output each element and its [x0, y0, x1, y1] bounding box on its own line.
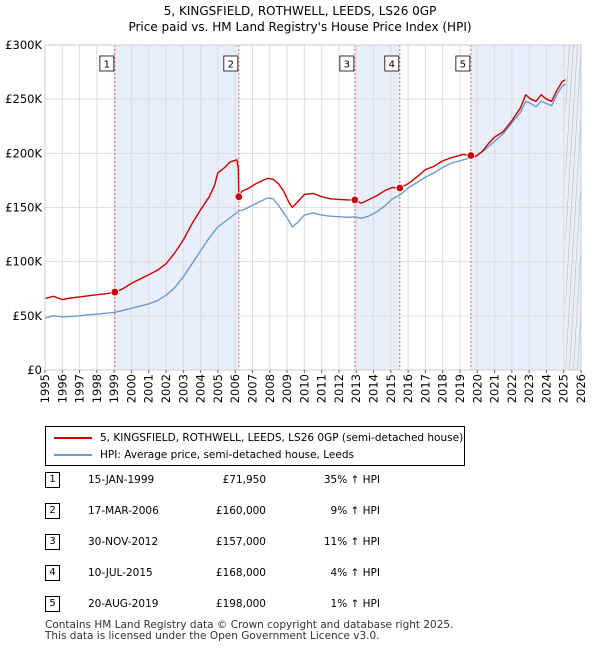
x-tick-label: 1999 — [107, 374, 121, 403]
x-tick-label: 2011 — [315, 374, 329, 403]
x-tick-label: 2002 — [159, 374, 173, 403]
y-tick-label: £250K — [5, 92, 42, 106]
x-tick-label: 2009 — [280, 374, 294, 403]
sale-marker-3 — [350, 195, 360, 205]
sale-date: 20-AUG-2019 — [88, 598, 159, 610]
chart-subtitle: Price paid vs. HM Land Registry's House … — [128, 20, 471, 34]
sale-row: 3 30-NOV-2012 £157,000 11% ↑ HPI — [0, 534, 600, 554]
legend-label-hpi: HPI: Average price, semi-detached house,… — [100, 449, 354, 461]
x-tick-label: 2021 — [488, 374, 502, 403]
sale-label-5: 5 — [460, 60, 466, 71]
sale-row: 1 15-JAN-1999 £71,950 35% ↑ HPI — [0, 472, 600, 492]
x-tick-label: 2015 — [384, 374, 398, 403]
sale-number: 1 — [45, 472, 60, 488]
sale-price: £168,000 — [215, 567, 266, 579]
sale-date: 17-MAR-2006 — [88, 505, 159, 517]
x-tick-label: 2007 — [245, 374, 259, 403]
sale-marker-1 — [110, 287, 120, 297]
legend-item-hpi: HPI: Average price, semi-detached house,… — [54, 447, 354, 463]
sale-hpi-change: 4% ↑ HPI — [330, 567, 380, 579]
sale-date: 15-JAN-1999 — [88, 474, 155, 486]
y-tick-label: £0 — [27, 363, 42, 377]
x-tick-label: 2001 — [142, 374, 156, 403]
x-tick-label: 2005 — [211, 374, 225, 403]
legend-swatch-red — [54, 437, 92, 439]
legend: 5, KINGSFIELD, ROTHWELL, LEEDS, LS26 0GP… — [45, 426, 465, 466]
hpi-line — [44, 83, 566, 319]
sale-number: 4 — [45, 565, 60, 581]
sale-price: £157,000 — [215, 536, 266, 548]
sale-label-box-2 — [223, 55, 239, 72]
sale-label-box-3 — [339, 55, 355, 72]
x-tick-label: 2003 — [176, 374, 190, 403]
x-tick-label: 1998 — [90, 374, 104, 403]
sale-price: £71,950 — [222, 474, 266, 486]
y-tick-label: £50K — [13, 309, 43, 323]
x-tick-label: 2020 — [470, 374, 484, 403]
y-tick-label: £200K — [5, 146, 42, 160]
sale-row: 4 10-JUL-2015 £168,000 4% ↑ HPI — [0, 565, 600, 585]
sale-number: 3 — [45, 534, 60, 550]
chart-title: 5, KINGSFIELD, ROTHWELL, LEEDS, LS26 0GP — [164, 4, 437, 18]
footer-copyright: Contains HM Land Registry data © Crown c… — [45, 619, 454, 631]
x-tick-label: 2010 — [297, 374, 311, 403]
x-tick-label: 1996 — [55, 374, 69, 403]
x-tick-label: 2018 — [436, 374, 450, 403]
x-tick-label: 1997 — [73, 374, 87, 403]
sale-label-box-1 — [99, 55, 115, 72]
sale-date: 10-JUL-2015 — [88, 567, 153, 579]
x-tick-label: 2012 — [332, 374, 346, 403]
legend-label-property: 5, KINGSFIELD, ROTHWELL, LEEDS, LS26 0GP… — [100, 432, 464, 444]
sale-price: £160,000 — [215, 505, 266, 517]
y-tick-label: £150K — [5, 201, 42, 215]
x-tick-label: 2025 — [557, 374, 571, 403]
sale-row: 2 17-MAR-2006 £160,000 9% ↑ HPI — [0, 503, 600, 523]
x-tick-label: 1995 — [38, 374, 52, 403]
x-tick-label: 2023 — [522, 374, 536, 403]
sale-marker-4 — [395, 183, 404, 193]
legend-swatch-blue — [54, 454, 92, 456]
x-tick-label: 2013 — [349, 374, 363, 403]
sale-hpi-change: 9% ↑ HPI — [330, 505, 380, 517]
x-tick-label: 2024 — [539, 374, 553, 403]
plot-frame — [44, 44, 582, 371]
y-tick-label: £100K — [5, 255, 42, 269]
price-chart: 5, KINGSFIELD, ROTHWELL, LEEDS, LS26 0GP… — [5, 4, 588, 403]
sale-number: 5 — [45, 596, 60, 612]
sale-label-box-4 — [384, 55, 400, 72]
x-tick-label: 2016 — [401, 374, 415, 403]
sale-label-3: 3 — [344, 60, 350, 71]
footer-licence: This data is licensed under the Open Gov… — [45, 630, 380, 642]
x-tick-label: 2019 — [453, 374, 467, 403]
legend-item-property: 5, KINGSFIELD, ROTHWELL, LEEDS, LS26 0GP… — [54, 430, 463, 446]
sale-date: 30-NOV-2012 — [88, 536, 159, 548]
sale-marker-5 — [466, 151, 476, 160]
x-tick-label: 2017 — [418, 374, 432, 403]
property-price-line — [44, 79, 566, 301]
sale-label-2: 2 — [228, 60, 234, 71]
sale-hpi-change: 1% ↑ HPI — [330, 598, 380, 610]
x-tick-label: 2014 — [367, 374, 381, 403]
sale-label-box-5 — [455, 55, 471, 72]
sale-row: 5 20-AUG-2019 £198,000 1% ↑ HPI — [0, 596, 600, 616]
y-tick-label: £300K — [5, 38, 42, 52]
sale-number: 2 — [45, 503, 60, 519]
sale-hpi-change: 35% ↑ HPI — [323, 474, 380, 486]
x-tick-label: 2004 — [194, 374, 208, 403]
x-tick-label: 2000 — [124, 374, 138, 403]
sale-price: £198,000 — [215, 598, 266, 610]
sale-marker-2 — [234, 192, 244, 201]
footer: Contains HM Land Registry data © Crown c… — [45, 620, 453, 642]
x-tick-label: 2022 — [505, 374, 519, 403]
sale-label-4: 4 — [389, 60, 395, 71]
sale-hpi-change: 11% ↑ HPI — [323, 536, 380, 548]
x-tick-label: 2008 — [263, 374, 277, 403]
x-tick-label: 2006 — [228, 374, 242, 403]
sale-label-1: 1 — [104, 60, 110, 71]
x-tick-label: 2026 — [574, 374, 588, 403]
